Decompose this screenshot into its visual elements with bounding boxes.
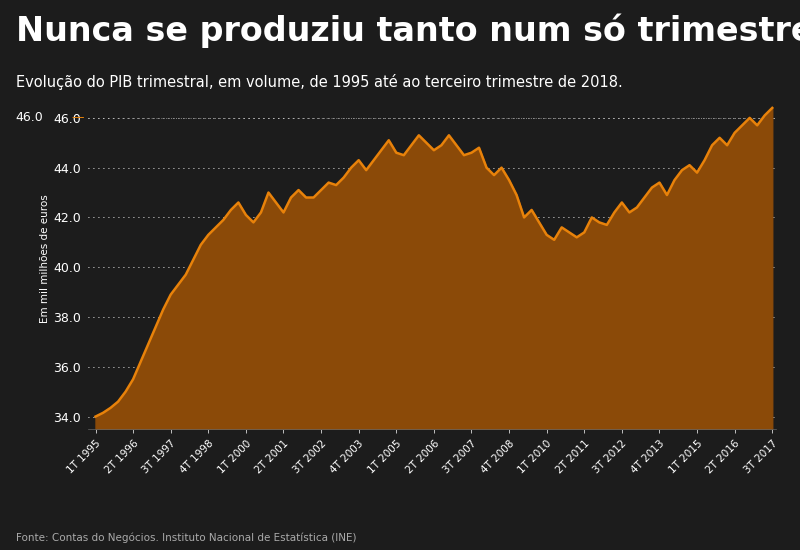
Text: Nunca se produziu tanto num só trimestre: Nunca se produziu tanto num só trimestre [16, 14, 800, 48]
Text: Evolução do PIB trimestral, em volume, de 1995 até ao terceiro trimestre de 2018: Evolução do PIB trimestral, em volume, d… [16, 74, 622, 90]
Text: Fonte: Contas do Negócios. Instituto Nacional de Estatística (INE): Fonte: Contas do Negócios. Instituto Nac… [16, 533, 357, 543]
Text: 46.0: 46.0 [16, 111, 43, 124]
Y-axis label: Em mil milhões de euros: Em mil milhões de euros [41, 194, 50, 323]
Text: —: — [71, 111, 84, 124]
